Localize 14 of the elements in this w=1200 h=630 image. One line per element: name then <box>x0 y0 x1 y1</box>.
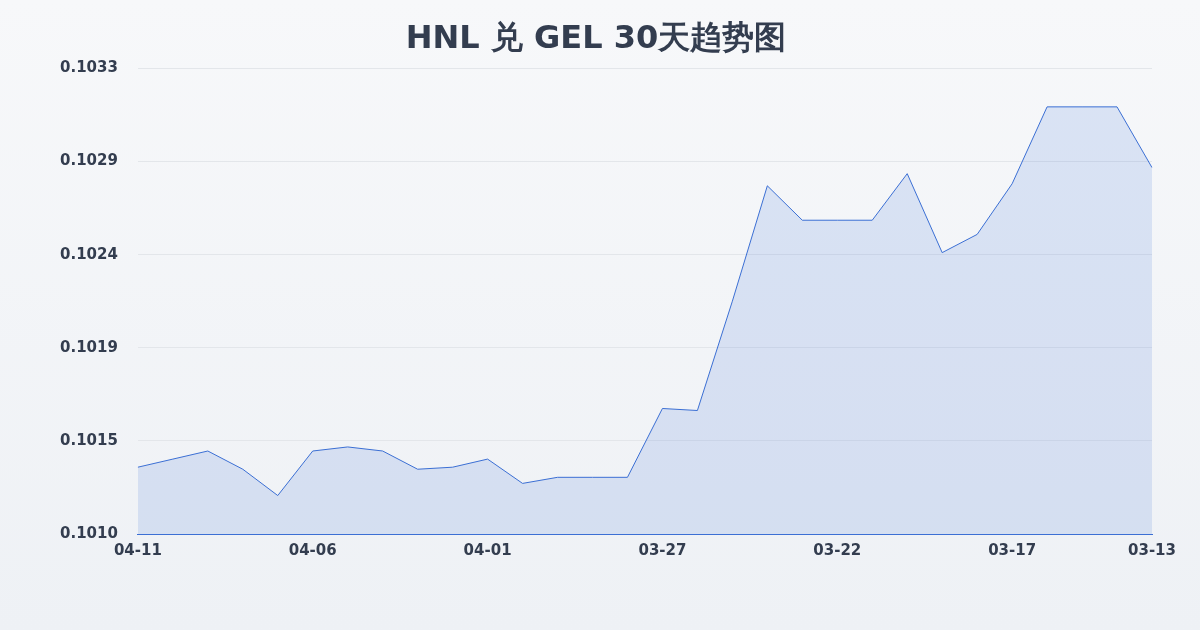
x-tick-label: 03-13 <box>1128 540 1176 559</box>
y-tick-label: 0.1010 <box>59 523 118 542</box>
x-tick-label: 03-22 <box>813 540 862 559</box>
x-tick-label: 03-27 <box>638 540 687 559</box>
x-tick-label: 04-11 <box>113 540 162 559</box>
y-tick-label: 0.1029 <box>59 151 118 170</box>
y-tick-label: 0.1033 <box>59 58 118 77</box>
y-tick-label: 0.1019 <box>59 337 118 356</box>
chart-title: HNL 兑 GEL 30天趋势图 <box>405 17 787 56</box>
x-tick-label: 04-06 <box>288 540 337 559</box>
x-tick-label: 03-17 <box>988 540 1037 559</box>
y-tick-label: 0.1015 <box>59 430 118 449</box>
y-tick-label: 0.1024 <box>59 244 118 263</box>
x-tick-label: 04-01 <box>463 540 512 559</box>
